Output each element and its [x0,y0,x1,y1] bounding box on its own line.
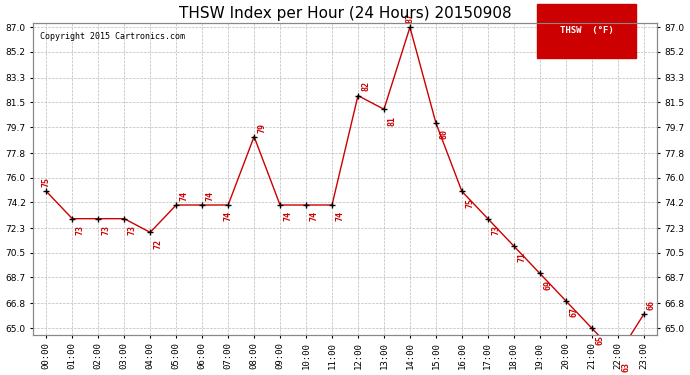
Text: 74: 74 [206,191,215,201]
Text: 72: 72 [153,239,162,249]
Text: 75: 75 [42,177,51,187]
Text: 73: 73 [101,225,110,235]
Text: 63: 63 [621,362,630,372]
Text: 80: 80 [440,129,449,140]
Title: THSW Index per Hour (24 Hours) 20150908: THSW Index per Hour (24 Hours) 20150908 [179,6,511,21]
Text: 87: 87 [406,13,415,23]
Text: 67: 67 [569,307,578,317]
Text: 74: 74 [335,211,344,221]
Text: 74: 74 [284,211,293,221]
Text: 73: 73 [491,225,500,235]
Text: 79: 79 [257,123,266,132]
Text: 74: 74 [309,211,318,221]
Text: 74: 74 [179,191,188,201]
Text: 81: 81 [387,116,396,126]
Text: 69: 69 [543,280,552,290]
Text: 71: 71 [517,252,526,262]
Text: 66: 66 [647,300,656,310]
Text: THSW  (°F): THSW (°F) [560,26,614,35]
Text: 73: 73 [76,225,85,235]
Text: Copyright 2015 Cartronics.com: Copyright 2015 Cartronics.com [39,33,184,42]
Text: 75: 75 [465,198,474,208]
Text: 65: 65 [595,334,604,345]
Text: 73: 73 [128,225,137,235]
Text: 74: 74 [224,211,233,221]
Text: 82: 82 [362,81,371,92]
